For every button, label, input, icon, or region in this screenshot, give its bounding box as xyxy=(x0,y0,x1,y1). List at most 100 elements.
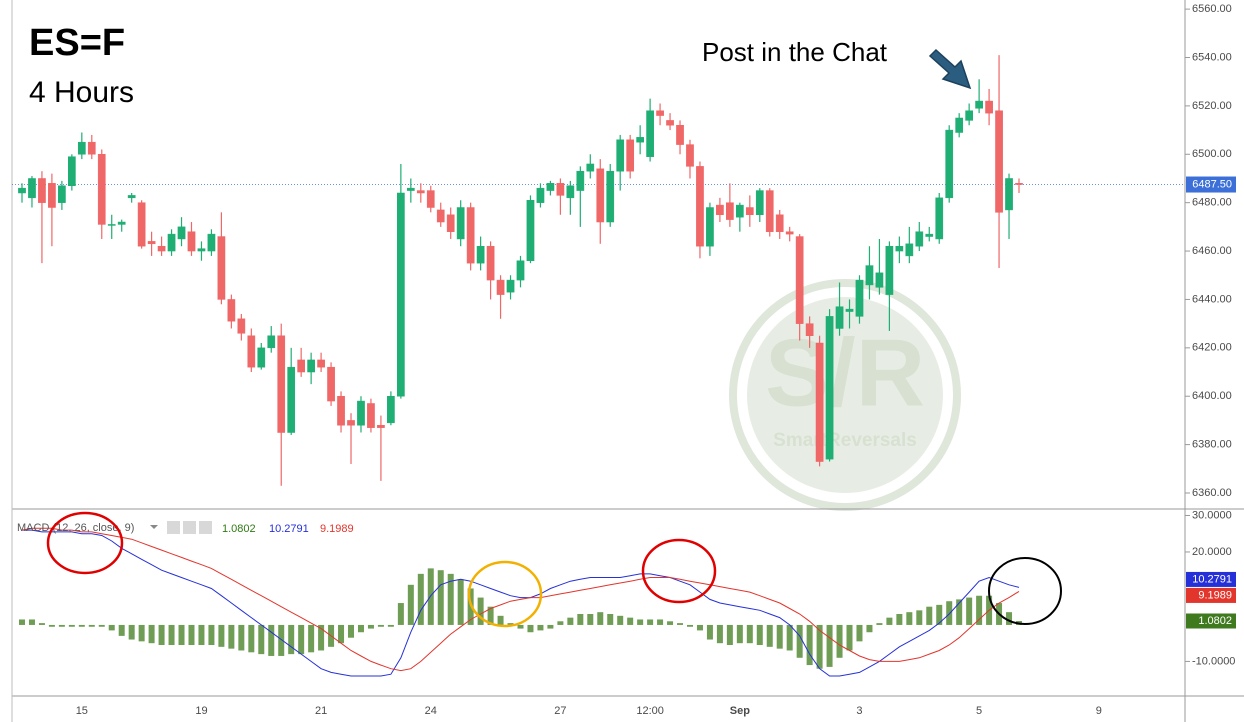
candle-body xyxy=(18,187,26,194)
candle-body xyxy=(805,323,814,336)
histogram-bar xyxy=(696,624,703,631)
histogram-bar xyxy=(557,621,564,625)
histogram-bar xyxy=(507,623,514,625)
legend-icon[interactable] xyxy=(167,521,180,534)
candle-body xyxy=(476,245,485,264)
candle-body xyxy=(855,279,864,317)
candle-body xyxy=(436,209,445,223)
candle-body xyxy=(377,425,385,428)
histogram-bar xyxy=(357,624,364,633)
watermark-text: SmartReversals xyxy=(773,430,917,451)
histogram-bar xyxy=(258,624,265,655)
histogram-bar xyxy=(806,624,813,666)
histogram-bar xyxy=(68,624,75,627)
macd-line xyxy=(22,529,1020,677)
highlight-circle xyxy=(46,511,124,575)
y-tick-label: 6400.00 xyxy=(1192,390,1232,402)
candle-body xyxy=(646,110,654,157)
candle-body xyxy=(516,260,525,281)
candle-body xyxy=(48,183,56,208)
candle-body xyxy=(626,139,635,172)
candle-body xyxy=(367,403,375,428)
candle-body xyxy=(726,202,734,220)
candle-body xyxy=(456,207,465,240)
candle-body xyxy=(38,178,46,203)
histogram-bar xyxy=(348,624,355,638)
candle-body xyxy=(87,141,96,155)
annotation: Post in the Chat xyxy=(702,37,888,67)
histogram-bar xyxy=(816,624,823,669)
histogram-bar xyxy=(647,619,654,625)
candle-body xyxy=(735,204,744,218)
candle-body xyxy=(825,316,834,460)
value-box xyxy=(1186,613,1236,629)
y-tick-label: 6440.00 xyxy=(1192,293,1232,305)
candle-body xyxy=(556,183,565,196)
histogram-bar xyxy=(667,621,674,625)
legend-histogram-value: 1.0802 xyxy=(222,523,256,535)
candle-body xyxy=(775,214,784,232)
legend-icon[interactable] xyxy=(183,521,196,534)
candle-body xyxy=(536,187,545,203)
candle-body xyxy=(985,100,993,114)
x-tick-label: 24 xyxy=(425,705,437,717)
candle-body xyxy=(676,124,684,145)
histogram-bar xyxy=(597,612,604,625)
histogram-bar xyxy=(836,624,843,658)
legend-icon[interactable] xyxy=(199,521,212,534)
legend-macd-value: 10.2791 xyxy=(269,523,309,535)
candle-body xyxy=(177,226,186,240)
watermark-logo: S/R xyxy=(765,319,925,426)
candle-body xyxy=(28,178,36,199)
histogram-bar xyxy=(906,612,913,625)
histogram-bar xyxy=(118,624,125,636)
histogram-bar xyxy=(148,624,155,644)
histogram-bar xyxy=(457,579,464,625)
histogram-bar xyxy=(78,624,85,627)
candle-body xyxy=(666,120,674,126)
histogram-bar xyxy=(896,613,903,625)
y-tick-label: 20.0000 xyxy=(1192,546,1232,558)
candle-body xyxy=(586,163,595,172)
candle-body xyxy=(257,347,266,368)
candle-body xyxy=(247,335,256,368)
chart-title: ES=F xyxy=(29,22,125,64)
candle-body xyxy=(696,166,704,247)
candle-body xyxy=(546,183,555,191)
candle-body xyxy=(267,335,276,349)
candle-body xyxy=(347,420,355,426)
histogram-bar xyxy=(19,619,25,625)
y-tick-label: 6480.00 xyxy=(1192,197,1232,209)
histogram-bar xyxy=(527,624,534,633)
histogram-bar xyxy=(956,599,963,625)
histogram-bar xyxy=(407,584,414,625)
histogram-bar xyxy=(946,601,953,625)
value-box-label: 1.0802 xyxy=(1198,615,1232,627)
x-tick-label: 12:00 xyxy=(636,705,664,717)
histogram-bar xyxy=(158,624,165,646)
candle-body xyxy=(357,400,365,426)
histogram-bar xyxy=(477,597,484,625)
histogram-bar xyxy=(786,624,793,651)
histogram-bar xyxy=(248,624,255,653)
histogram-bar xyxy=(228,624,235,649)
candle-body xyxy=(127,195,136,199)
legend-dropdown[interactable] xyxy=(150,525,158,529)
macd-line xyxy=(21,527,1020,672)
candle-body xyxy=(207,233,216,252)
x-tick-label: 9 xyxy=(1096,705,1102,717)
histogram-bar xyxy=(567,617,574,625)
candle-body xyxy=(217,236,226,300)
histogram-bar xyxy=(796,624,803,658)
histogram-bar xyxy=(108,624,115,631)
candle-body xyxy=(965,110,973,121)
histogram-bar xyxy=(38,623,45,625)
candle-body xyxy=(416,190,425,194)
histogram-bar xyxy=(198,624,205,646)
histogram-bar xyxy=(846,624,853,651)
axes xyxy=(11,0,1244,722)
x-tick-label: 3 xyxy=(856,705,862,717)
histogram-bar xyxy=(776,624,783,649)
candle-body xyxy=(237,318,246,334)
histogram-bar xyxy=(367,624,374,629)
